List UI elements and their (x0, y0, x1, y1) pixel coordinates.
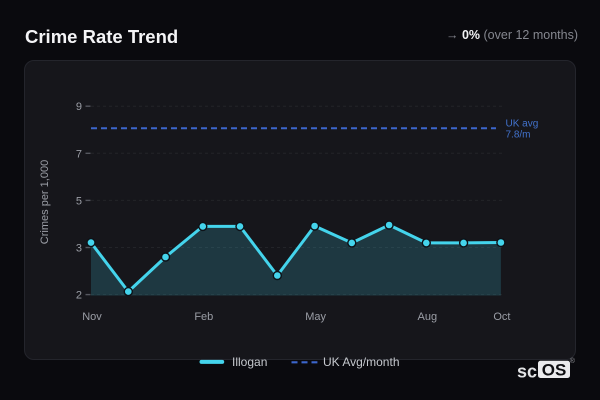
svg-text:Crimes per 1,000: Crimes per 1,000 (39, 160, 51, 244)
svg-text:May: May (305, 311, 326, 323)
svg-text:5: 5 (76, 195, 82, 207)
svg-text:Feb: Feb (194, 311, 213, 323)
svg-text:OS: OS (542, 361, 567, 380)
svg-text:9: 9 (76, 101, 82, 113)
svg-text:sc: sc (517, 362, 537, 382)
svg-text:7: 7 (76, 148, 82, 160)
svg-text:Nov: Nov (82, 311, 102, 323)
svg-text:Oct: Oct (493, 311, 510, 323)
svg-text:7.8/m: 7.8/m (506, 130, 531, 141)
svg-text:Aug: Aug (418, 311, 438, 323)
svg-text:2: 2 (76, 290, 82, 302)
svg-text:UK Avg/month: UK Avg/month (323, 355, 400, 369)
svg-text:UK avg: UK avg (506, 119, 539, 130)
svg-text:Illogan: Illogan (232, 355, 267, 369)
svg-text:3: 3 (76, 243, 82, 255)
svg-text:®: ® (570, 357, 576, 365)
